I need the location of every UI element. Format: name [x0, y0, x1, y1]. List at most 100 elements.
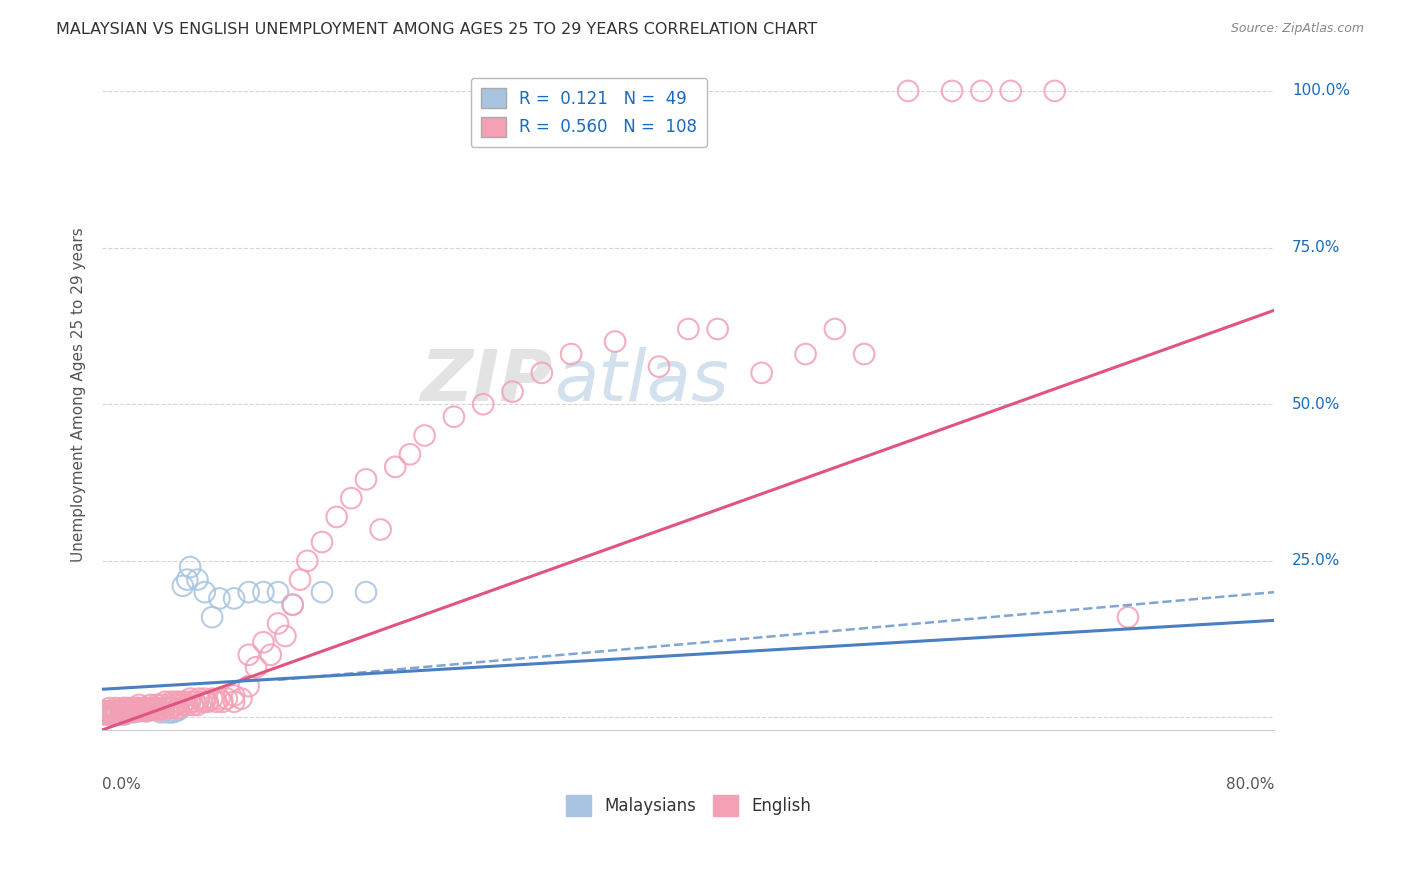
- Point: [101, 707, 124, 722]
- Point: [267, 585, 290, 599]
- Point: [1116, 610, 1139, 624]
- Point: [98, 706, 121, 720]
- Point: [100, 706, 122, 720]
- Point: [146, 701, 169, 715]
- Point: [136, 701, 159, 715]
- Point: [794, 347, 817, 361]
- Point: [115, 701, 138, 715]
- Point: [201, 691, 224, 706]
- Point: [124, 703, 146, 717]
- Point: [167, 701, 190, 715]
- Point: [297, 554, 319, 568]
- Point: [288, 573, 311, 587]
- Legend: Malaysians, English: Malaysians, English: [560, 789, 817, 822]
- Point: [129, 703, 152, 717]
- Point: [117, 704, 139, 718]
- Point: [143, 703, 166, 717]
- Point: [114, 704, 136, 718]
- Point: [125, 701, 148, 715]
- Point: [252, 635, 274, 649]
- Point: [165, 704, 187, 718]
- Point: [135, 701, 157, 715]
- Point: [897, 84, 920, 98]
- Point: [370, 523, 392, 537]
- Point: [111, 704, 134, 718]
- Point: [135, 704, 157, 718]
- Point: [186, 698, 208, 712]
- Point: [222, 591, 245, 606]
- Point: [824, 322, 846, 336]
- Point: [472, 397, 495, 411]
- Point: [165, 695, 187, 709]
- Point: [112, 701, 135, 715]
- Point: [179, 691, 201, 706]
- Point: [194, 695, 217, 709]
- Point: [222, 695, 245, 709]
- Point: [205, 695, 228, 709]
- Text: 80.0%: 80.0%: [1226, 777, 1274, 792]
- Point: [96, 704, 118, 718]
- Point: [139, 703, 162, 717]
- Point: [142, 701, 165, 715]
- Point: [159, 701, 181, 715]
- Point: [98, 701, 121, 715]
- Point: [110, 707, 132, 722]
- Point: [187, 691, 209, 706]
- Point: [252, 585, 274, 599]
- Point: [105, 703, 128, 717]
- Point: [267, 616, 290, 631]
- Point: [121, 704, 143, 718]
- Point: [167, 703, 190, 717]
- Point: [384, 459, 406, 474]
- Text: 0.0%: 0.0%: [103, 777, 141, 792]
- Point: [104, 706, 127, 720]
- Point: [157, 698, 180, 712]
- Y-axis label: Unemployment Among Ages 25 to 29 years: Unemployment Among Ages 25 to 29 years: [72, 227, 86, 562]
- Point: [354, 472, 377, 486]
- Point: [160, 695, 183, 709]
- Point: [238, 648, 260, 662]
- Point: [311, 585, 333, 599]
- Point: [183, 695, 205, 709]
- Point: [112, 704, 135, 718]
- Point: [118, 703, 141, 717]
- Point: [132, 701, 155, 715]
- Point: [413, 428, 436, 442]
- Point: [197, 695, 219, 709]
- Point: [139, 698, 162, 712]
- Point: [751, 366, 773, 380]
- Point: [124, 704, 146, 718]
- Point: [135, 704, 157, 718]
- Point: [104, 701, 127, 715]
- Point: [970, 84, 993, 98]
- Point: [186, 573, 208, 587]
- Point: [325, 510, 347, 524]
- Text: ZIP: ZIP: [422, 347, 554, 416]
- Point: [149, 706, 172, 720]
- Point: [311, 535, 333, 549]
- Point: [176, 698, 198, 712]
- Point: [179, 560, 201, 574]
- Point: [97, 707, 120, 722]
- Point: [194, 585, 217, 599]
- Point: [91, 704, 114, 718]
- Point: [112, 707, 135, 722]
- Point: [91, 707, 114, 722]
- Point: [181, 698, 204, 712]
- Point: [128, 698, 150, 712]
- Point: [121, 701, 143, 715]
- Point: [231, 691, 253, 706]
- Point: [215, 691, 238, 706]
- Point: [603, 334, 626, 349]
- Point: [103, 704, 125, 718]
- Point: [443, 409, 465, 424]
- Point: [105, 707, 128, 722]
- Point: [114, 703, 136, 717]
- Point: [173, 695, 195, 709]
- Text: MALAYSIAN VS ENGLISH UNEMPLOYMENT AMONG AGES 25 TO 29 YEARS CORRELATION CHART: MALAYSIAN VS ENGLISH UNEMPLOYMENT AMONG …: [56, 22, 817, 37]
- Point: [125, 701, 148, 715]
- Point: [142, 701, 165, 715]
- Text: Source: ZipAtlas.com: Source: ZipAtlas.com: [1230, 22, 1364, 36]
- Point: [98, 707, 121, 722]
- Point: [96, 704, 118, 718]
